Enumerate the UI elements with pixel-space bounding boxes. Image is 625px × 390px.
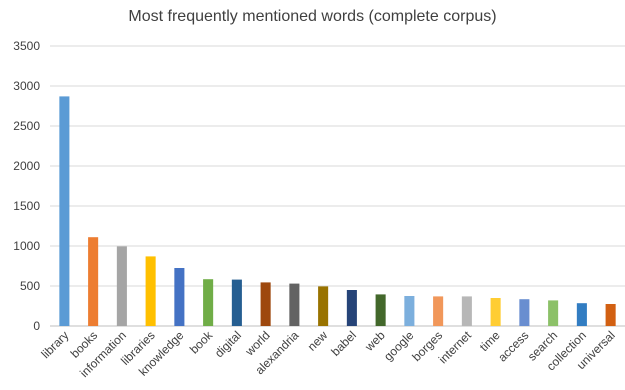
bar-search bbox=[548, 300, 559, 326]
x-tick-label-new: new bbox=[305, 328, 331, 354]
bar-time bbox=[490, 298, 501, 326]
bar-web bbox=[375, 294, 386, 326]
bar-alexandria bbox=[289, 283, 300, 326]
bar-collection bbox=[576, 303, 587, 326]
gridlines bbox=[50, 45, 625, 327]
bar-google bbox=[404, 296, 415, 326]
y-tick-label: 3000 bbox=[13, 79, 40, 93]
bar-universal bbox=[605, 304, 616, 326]
x-tick-label-digital: digital bbox=[212, 328, 244, 360]
bar-library bbox=[59, 96, 70, 327]
y-axis-ticks: 0 500 1000 1500 2000 2500 3000 3500 bbox=[13, 39, 40, 333]
x-axis-ticks: librarybooksinformationlibrariesknowledg… bbox=[38, 328, 617, 381]
bar-libraries bbox=[145, 256, 156, 326]
y-tick-label: 2500 bbox=[13, 119, 40, 133]
bar-digital bbox=[231, 279, 242, 326]
bar-book bbox=[203, 279, 214, 326]
y-tick-label: 500 bbox=[20, 279, 40, 293]
bar-borges bbox=[433, 296, 444, 326]
y-tick-label: 3500 bbox=[13, 39, 40, 53]
bar-knowledge bbox=[174, 268, 185, 326]
bar-internet bbox=[461, 296, 472, 326]
y-tick-label: 1500 bbox=[13, 199, 40, 213]
y-tick-label: 0 bbox=[33, 319, 40, 333]
bar-new bbox=[318, 286, 329, 326]
bars bbox=[59, 96, 616, 327]
x-tick-label-access: access bbox=[495, 328, 531, 364]
chart-title: Most frequently mentioned words (complet… bbox=[128, 8, 497, 25]
bar-information bbox=[116, 246, 127, 326]
x-tick-label-book: book bbox=[187, 328, 216, 357]
bar-books bbox=[88, 237, 99, 326]
y-tick-label: 1000 bbox=[13, 239, 40, 253]
bar-access bbox=[519, 299, 530, 326]
bar-babel bbox=[346, 290, 357, 326]
x-tick-label-library: library bbox=[38, 328, 71, 361]
x-tick-label-google: google bbox=[381, 328, 417, 364]
x-tick-label-babel: babel bbox=[328, 328, 359, 359]
x-tick-label-internet: internet bbox=[436, 328, 475, 367]
bar-world bbox=[260, 282, 271, 326]
y-tick-label: 2000 bbox=[13, 159, 40, 173]
